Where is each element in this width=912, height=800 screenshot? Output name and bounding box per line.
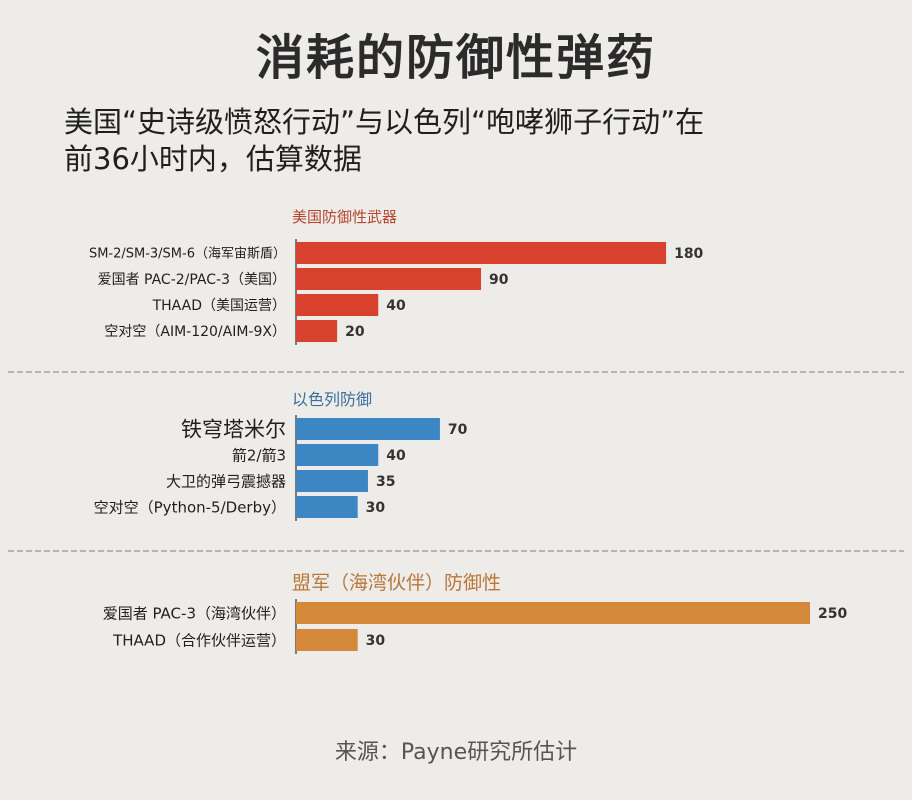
source-note: 来源：Payne研究所估计: [334, 740, 578, 765]
bar-value-label: 20: [345, 324, 365, 340]
category-label: 铁穹塔米尔: [181, 418, 286, 442]
bar: [296, 629, 358, 651]
group-header: 以色列防御: [292, 390, 372, 409]
category-label: SM-2/SM-3/SM-6（海军宙斯盾）: [89, 247, 286, 262]
bar: [296, 418, 440, 440]
category-label: 爱国者 PAC-3（海湾伙伴）: [103, 604, 286, 622]
bar: [296, 470, 368, 492]
group-header: 美国防御性武器: [292, 208, 397, 226]
subtitle-line-2: 前36小时内，估算数据: [64, 142, 362, 176]
category-label: THAAD（合作伙伴运营）: [112, 631, 286, 649]
bar: [296, 294, 379, 316]
bar: [296, 602, 810, 624]
bar-value-label: 30: [366, 500, 386, 516]
category-label: THAAD（美国运营）: [152, 298, 286, 314]
bar-value-label: 35: [376, 474, 395, 490]
subtitle-line-1: 美国“史诗级愤怒行动”与以色列“咆哮狮子行动”在: [64, 105, 705, 139]
bar-value-label: 30: [366, 633, 386, 649]
chart-title: 消耗的防御性弹药: [255, 30, 656, 86]
bar: [296, 320, 338, 342]
bar: [296, 268, 482, 290]
bar-value-label: 40: [386, 298, 406, 314]
bar: [296, 242, 667, 264]
category-label: 箭2/箭3: [232, 446, 286, 464]
bar-value-label: 250: [818, 606, 847, 622]
category-label: 空对空（Python-5/Derby）: [94, 498, 286, 516]
category-label: 空对空（AIM-120/AIM-9X）: [104, 324, 286, 340]
category-label: 大卫的弹弓震撼器: [166, 472, 286, 490]
bar-value-label: 70: [448, 422, 468, 438]
chart-subtitle: 美国“史诗级愤怒行动”与以色列“咆哮狮子行动”在 前36小时内，估算数据: [64, 104, 864, 178]
bar-value-label: 180: [674, 246, 703, 262]
bar: [296, 444, 379, 466]
group-header: 盟军（海湾伙伴）防御性: [292, 572, 501, 594]
bar-value-label: 90: [489, 272, 509, 288]
bar-value-label: 40: [386, 448, 406, 464]
category-label: 爱国者 PAC-2/PAC-3（美国）: [98, 272, 286, 288]
bar: [296, 496, 358, 518]
